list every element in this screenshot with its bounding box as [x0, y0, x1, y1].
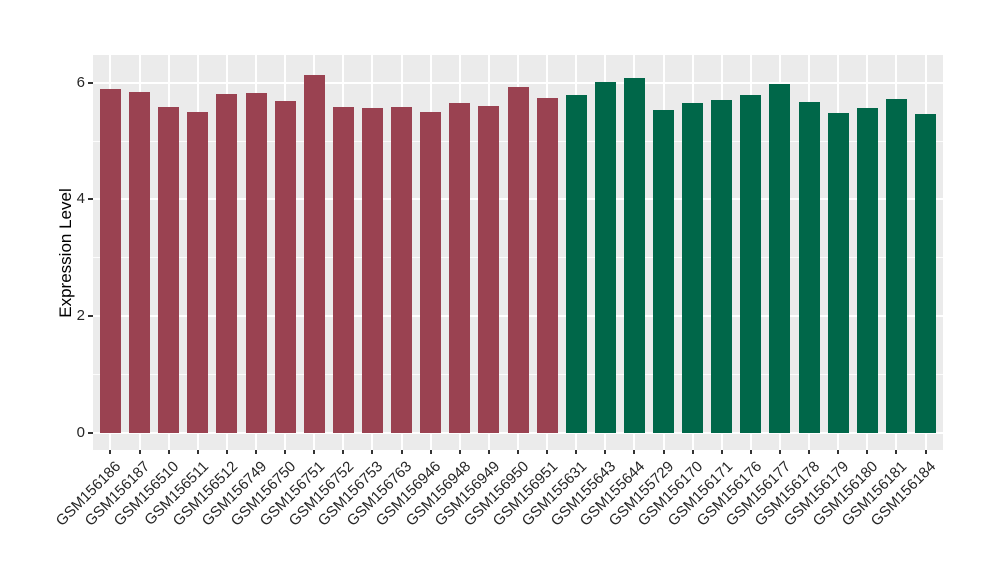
y-tick-mark-2 [88, 315, 93, 317]
x-tick-mark-GSM156181 [895, 450, 898, 454]
bar-GSM156180 [856, 108, 878, 433]
x-tick-mark-GSM155631 [575, 450, 578, 454]
bar-GSM156749 [245, 92, 267, 433]
bar-GSM156948 [449, 102, 471, 433]
x-tick-mark-GSM156186 [109, 450, 112, 454]
x-tick-mark-GSM156946 [429, 450, 432, 454]
x-tick-mark-GSM156180 [866, 450, 869, 454]
x-tick-mark-GSM156749 [255, 450, 257, 454]
plot-panel [93, 55, 943, 450]
bar-GSM156951 [536, 98, 558, 433]
bar-GSM155643 [594, 81, 616, 433]
y-tick-label-4: 4 [76, 190, 85, 208]
y-tick-mark-4 [88, 198, 93, 201]
x-tick-mark-GSM156177 [778, 450, 781, 454]
x-tick-mark-GSM156179 [837, 450, 840, 454]
x-tick-mark-GSM156176 [749, 450, 752, 454]
x-tick-mark-GSM156170 [691, 450, 694, 454]
x-tick-mark-GSM156750 [284, 450, 287, 454]
y-tick-label-6: 6 [76, 73, 85, 91]
bar-GSM156510 [158, 106, 180, 433]
bar-GSM156750 [274, 101, 296, 433]
y-axis-title: Expression Level [56, 188, 75, 318]
y-tick-mark-6 [88, 81, 93, 84]
x-tick-mark-GSM156950 [517, 450, 519, 454]
bar-GSM155631 [565, 94, 587, 433]
bar-GSM156752 [332, 106, 354, 433]
bar-GSM156946 [420, 112, 442, 433]
y-tick-label-2: 2 [76, 307, 85, 324]
bar-GSM155644 [623, 77, 645, 433]
x-tick-mark-GSM156948 [458, 450, 461, 454]
x-tick-mark-GSM156512 [225, 450, 228, 454]
x-tick-mark-GSM156951 [546, 450, 549, 454]
bar-GSM156186 [99, 89, 121, 433]
bar-GSM156184 [915, 113, 937, 433]
x-tick-mark-GSM155644 [633, 450, 636, 454]
bar-GSM156171 [711, 99, 733, 433]
x-tick-mark-GSM156763 [400, 450, 403, 454]
x-tick-mark-GSM156949 [487, 450, 490, 454]
y-tick-mark-0 [88, 431, 93, 434]
bar-GSM156751 [303, 74, 325, 433]
bar-GSM156170 [682, 103, 704, 433]
bar-GSM156177 [769, 84, 791, 433]
x-tick-mark-GSM156752 [342, 450, 345, 454]
bar-GSM156511 [187, 111, 209, 433]
bar-GSM156179 [827, 112, 849, 433]
bar-GSM156181 [885, 99, 907, 433]
bar-GSM156763 [391, 106, 413, 433]
bar-GSM156950 [507, 87, 529, 433]
y-tick-label-0: 0 [76, 423, 85, 441]
x-tick-mark-GSM155729 [662, 450, 665, 454]
x-tick-mark-GSM156753 [371, 450, 374, 454]
x-tick-mark-GSM156178 [808, 450, 811, 454]
bar-GSM156949 [478, 106, 500, 433]
x-tick-mark-GSM156184 [924, 450, 927, 454]
bar-GSM156187 [129, 91, 151, 433]
x-tick-mark-GSM156511 [196, 450, 199, 454]
bar-GSM156178 [798, 102, 820, 433]
x-tick-mark-GSM155643 [604, 450, 607, 454]
x-tick-mark-GSM156510 [167, 450, 170, 454]
bar-GSM156176 [740, 95, 762, 433]
bar-GSM156512 [216, 94, 238, 433]
bar-GSM155729 [653, 110, 675, 433]
bar-GSM156753 [361, 108, 383, 433]
x-tick-mark-GSM156187 [138, 450, 141, 454]
x-tick-mark-GSM156171 [720, 450, 723, 454]
x-tick-mark-GSM156751 [313, 450, 316, 454]
